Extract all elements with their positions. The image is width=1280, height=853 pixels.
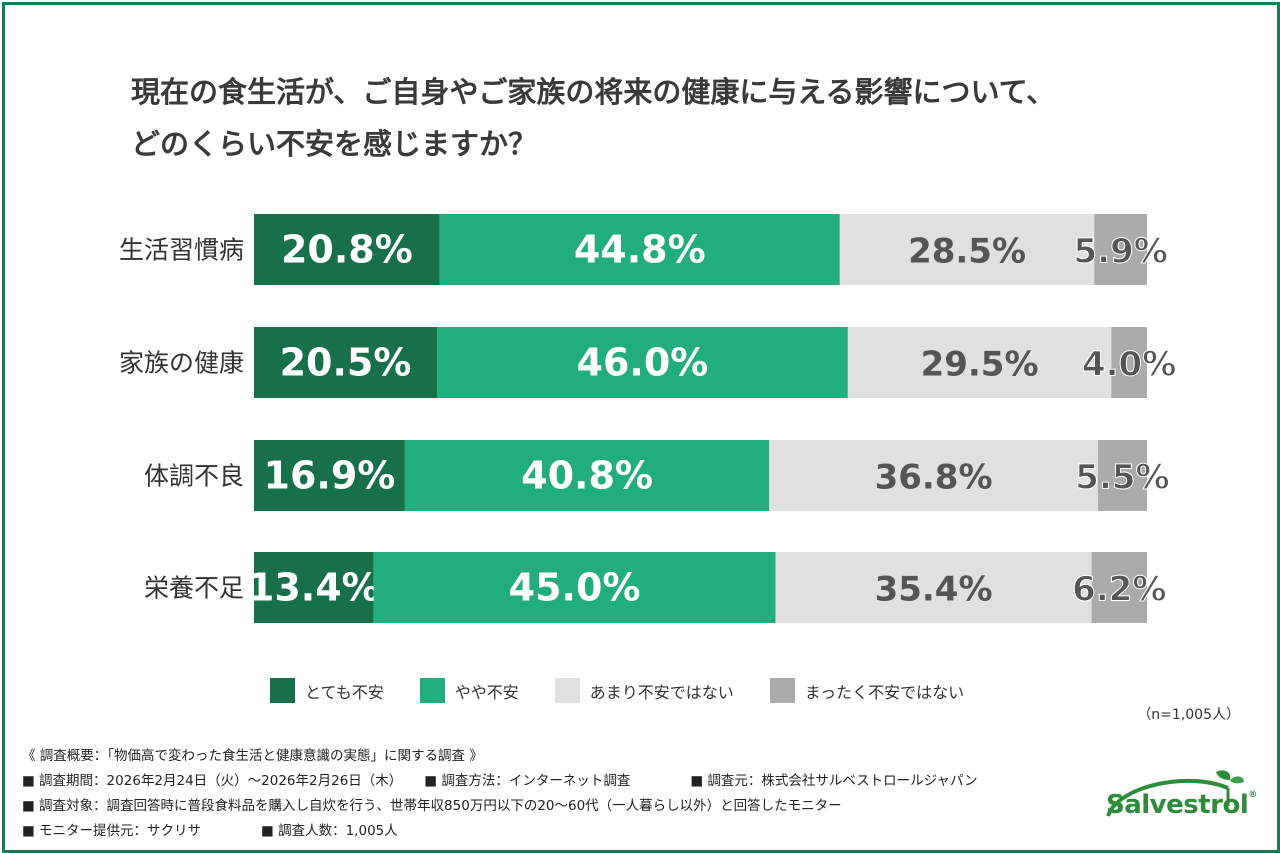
bar-segment <box>439 214 840 285</box>
title-line-1: 現在の食生活が、ご自身やご家族の将来の健康に与える影響について、 <box>131 75 1056 109</box>
legend-label: やや不安 <box>454 682 519 702</box>
bar-segment <box>373 552 776 623</box>
chart-title: 現在の食生活が、ご自身やご家族の将来の健康に与える影響について、 どのくらい不安… <box>131 66 1211 170</box>
bar-segment <box>437 327 848 398</box>
data-label: 5.5% <box>1075 458 1169 498</box>
notes-method: ■ 調査方法：インターネット調査 <box>424 773 631 789</box>
bar-segment <box>254 214 440 285</box>
stacked-bar-chart: 生活習慣病 20.8% 44.8% 28.5% 5.9% 家族の健康 20.5% 46.0% 2… <box>119 214 1177 623</box>
category-label: 栄養不足 <box>144 574 244 603</box>
bar-segment <box>1094 214 1147 285</box>
bar-segment <box>254 327 438 398</box>
data-label: 46.0% <box>577 341 709 385</box>
legend-item-not-very-anxious: あまり不安ではない <box>554 678 734 703</box>
logo-swoosh-icon <box>1106 770 1244 817</box>
bar-segment <box>1111 327 1147 398</box>
legend-swatch <box>270 678 295 703</box>
category-label: 家族の健康 <box>119 349 244 378</box>
data-label: 20.8% <box>281 228 413 272</box>
logo-wordmark: Salvestrol <box>1106 790 1249 820</box>
category-label: 生活習慣病 <box>119 236 244 265</box>
legend-swatch <box>419 678 445 703</box>
legend-swatch <box>769 678 795 703</box>
data-label: 45.0% <box>509 566 641 610</box>
notes-target: ■ 調査対象：調査回答時に普段食料品を購入し自炊を行う、世帯年収850万円以下の… <box>22 798 842 814</box>
legend-label: あまり不安ではない <box>589 682 734 702</box>
bar-segment <box>404 440 770 511</box>
data-label: 4.0% <box>1082 345 1176 385</box>
notes-survey: 《 調査概要：「物価高で変わった食生活と健康意識の実態」に関する調査 》 <box>22 748 483 764</box>
data-label: 28.5% <box>908 232 1026 272</box>
notes-row-4: ■ モニター提供元：サクリサ ■ 調査人数：1,005人 <box>22 819 978 844</box>
bar-segment <box>769 440 1098 511</box>
sample-size: （n=1,005人） <box>1137 707 1240 723</box>
bar-segment <box>847 327 1112 398</box>
data-label: 29.5% <box>921 345 1039 385</box>
notes-provider: ■ モニター提供元：サクリサ <box>22 823 202 839</box>
notes-organizer: ■ 調査元：株式会社サルベストロールジャパン <box>690 773 978 789</box>
legend-item-very-anxious: とても不安 <box>270 678 384 703</box>
bar-segment <box>839 214 1095 285</box>
data-label: 44.8% <box>574 228 706 272</box>
title-line-2: どのくらい不安を感じますか？ <box>131 127 538 161</box>
data-label: 5.9% <box>1074 232 1168 272</box>
data-label: 6.2% <box>1072 570 1166 610</box>
notes-row-2: ■ 調査期間：2026年2月24日（火）～2026年2月26日（木） ■ 調査方… <box>22 769 978 794</box>
logo-registered-mark: ® <box>1248 790 1257 800</box>
salvestrol-logo: Salvestrol® <box>1098 766 1257 836</box>
data-label: 13.4% <box>248 566 380 610</box>
bar-segment <box>1097 440 1147 511</box>
survey-notes: 《 調査概要：「物価高で変わった食生活と健康意識の実態」に関する調査 》 ■ 調… <box>22 744 978 844</box>
legend-item-somewhat-anxious: やや不安 <box>419 678 519 703</box>
legend: とても不安 やや不安 あまり不安ではない まったく不安ではない <box>270 678 1000 703</box>
bar-segment <box>254 552 374 623</box>
notes-count: ■ 調査人数：1,005人 <box>261 823 398 839</box>
bar-segment <box>254 440 405 511</box>
data-label: 35.4% <box>875 570 993 610</box>
category-label: 体調不良 <box>144 462 244 491</box>
data-label: 20.5% <box>280 341 412 385</box>
bar-segment <box>1091 552 1147 623</box>
legend-label: とても不安 <box>305 682 384 702</box>
data-label: 16.9% <box>264 454 396 498</box>
legend-item-not-at-all-anxious: まったく不安ではない <box>769 678 965 703</box>
legend-swatch <box>554 678 580 703</box>
bar-segment <box>775 552 1092 623</box>
logo-text: Salvestrol® <box>1106 790 1257 820</box>
data-label: 40.8% <box>521 454 653 498</box>
data-label: 36.8% <box>875 458 993 498</box>
notes-period: ■ 調査期間：2026年2月24日（火）～2026年2月26日（木） <box>22 773 403 789</box>
legend-label: まったく不安ではない <box>804 682 965 702</box>
